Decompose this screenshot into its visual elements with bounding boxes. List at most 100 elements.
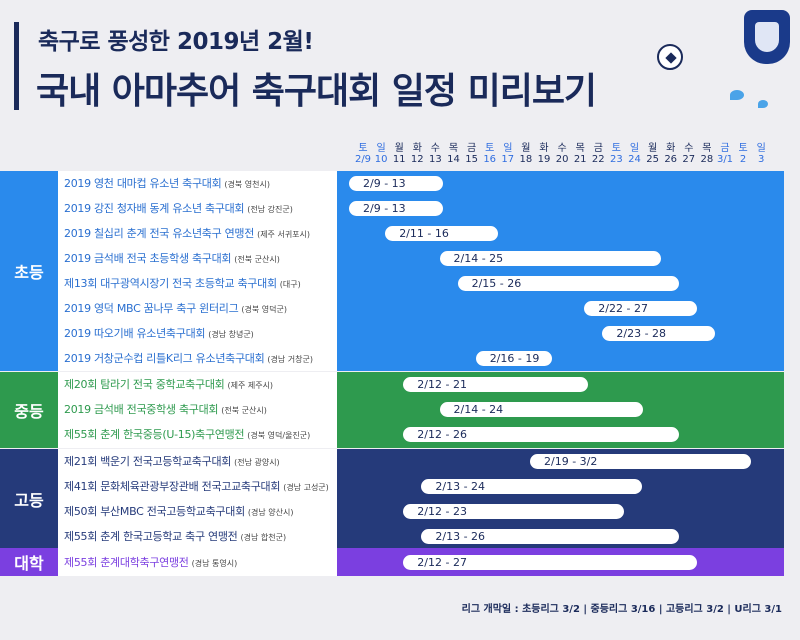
group-band: 고등 제21회 백운기 전국고등학교축구대회 (전남 광양시) 제41회 문화체육관광… [0,449,784,548]
event-date-bar: 2/13 - 26 [421,529,679,544]
event-name: 2019 금석배 전국 초등학생 축구대회 [64,252,232,265]
event-location: (제주 서귀포시) [257,230,311,239]
event-location: (전남 강진군) [247,205,293,214]
group-band: 중등 제20회 탐라기 전국 중학교축구대회 (제주 제주시) 2019 금석배 전국… [0,372,784,448]
event-name: 제55회 춘계 한국고등학교 축구 연맹전 [64,530,238,543]
page-subtitle: 축구로 풍성한 2019년 2월! [38,29,314,55]
event-row: 제55회 춘계 한국중등(U-15)축구연맹전 (경북 영덕/울진군) [58,422,337,447]
event-location: (경남 고성군) [283,483,329,492]
page-title: 국내 아마추어 축구대회 일정 미리보기 [36,71,597,112]
date-label: 26 [664,154,678,165]
event-location: (전남 광양시) [234,458,280,467]
date-label: 3/1 [716,154,734,165]
date-label: 27 [682,154,696,165]
event-date-bar: 2/19 - 3/2 [530,454,752,469]
event-row: 제21회 백운기 전국고등학교축구대회 (전남 광양시) [58,449,337,474]
event-row: 2019 영천 대마컵 유소년 축구대회 (경북 영천시) [58,171,337,196]
event-name: 2019 거창군수컵 리틀K리그 유소년축구대회 [64,352,265,365]
event-name: 제21회 백운기 전국고등학교축구대회 [64,455,232,468]
event-name: 2019 따오기배 유소년축구대회 [64,327,206,340]
day-of-week-label: 토 [485,143,495,154]
event-location: (경남 양산시) [247,508,294,517]
event-name: 제13회 대구광역시장기 전국 초등학교 축구대회 [64,277,277,290]
event-name: 제55회 춘계대학축구연맹전 [64,556,189,569]
event-location: (제주 제주시) [227,381,274,390]
event-date-bar: 2/22 - 27 [584,301,697,316]
event-date-bar: 2/12 - 21 [403,377,589,392]
event-name: 제41회 문화체육관광부장관배 전국고교축구대회 [64,480,281,493]
group-label: 초등 [14,263,44,282]
date-label: 17 [501,154,515,165]
date-label: 28 [700,154,714,165]
event-location: (대구) [279,280,301,289]
day-of-week-label: 목 [448,143,459,154]
event-date-bar: 2/14 - 25 [439,251,661,266]
event-row: 2019 따오기배 유소년축구대회 (경남 창녕군) [58,321,337,346]
event-date-bar: 2/12 - 27 [403,555,697,570]
date-label: 11 [392,154,406,165]
date-label: 2 [739,154,747,165]
event-location: (경남 합천군) [240,533,287,542]
event-name-column: 제55회 춘계대학축구연맹전 (경남 통영시) [58,548,337,576]
event-location: (경남 통영시) [191,559,238,568]
date-label: 2/9 [354,154,372,165]
date-label: 13 [429,154,442,165]
date-label: 10 [374,154,388,165]
event-row: 제41회 문화체육관광부장관배 전국고교축구대회 (경남 고성군) [58,474,337,499]
event-date-bar: 2/16 - 19 [475,351,552,366]
event-row: 2019 칠십리 춘계 전국 유소년축구 연맹전 (제주 서귀포시) [58,221,337,246]
group-label: 고등 [14,490,44,510]
event-name: 2019 영천 대마컵 유소년 축구대회 [64,177,222,190]
day-of-week-label: 금 [720,143,730,154]
day-of-week-label: 수 [557,143,567,154]
event-row: 2019 영덕 MBC 꿈나무 축구 윈터리그 (경북 영덕군) [58,296,337,321]
event-date-bar: 2/12 - 26 [403,427,679,442]
date-label: 15 [465,154,478,165]
group-band: 초등 2019 영천 대마컵 유소년 축구대회 (경북 영천시) 2019 강진 청자… [0,171,784,371]
event-row: 제13회 대구광역시장기 전국 초등학교 축구대회 (대구) [58,271,337,296]
day-of-week-label: 목 [702,143,712,154]
event-date-bar: 2/9 - 13 [349,201,444,216]
kfa-emblem-icon [744,10,790,64]
day-of-week-label: 월 [394,143,404,154]
event-row: 제20회 탐라기 전국 중학교축구대회 (제주 제주시) [58,372,337,397]
event-date-bar: 2/23 - 28 [602,326,715,341]
date-label: 24 [628,154,641,165]
group-label: 중등 [14,402,44,421]
day-of-week-label: 토 [738,143,748,154]
day-of-week-label: 토 [611,143,621,154]
event-date-bar: 2/14 - 24 [439,402,643,417]
day-of-week-label: 수 [430,143,440,154]
event-location: (전북 군산시) [221,406,267,415]
event-location: (경남 창녕군) [208,330,254,339]
date-label: 12 [410,154,424,165]
event-row: 2019 금석배 전국 초등학생 축구대회 (전북 군산시) [58,246,337,271]
event-row: 제55회 춘계대학축구연맹전 (경남 통영시) [58,550,337,575]
date-label: 3 [758,154,765,165]
event-name-column: 2019 영천 대마컵 유소년 축구대회 (경북 영천시) 2019 강진 청자배 … [58,171,337,371]
date-label: 18 [519,154,533,165]
day-of-week-label: 화 [666,143,676,154]
event-row: 제55회 춘계 한국고등학교 축구 연맹전 (경남 합천군) [58,524,337,549]
day-of-week-label: 수 [684,143,694,154]
day-of-week-label: 일 [756,143,766,154]
event-name: 2019 강진 청자배 동계 유소년 축구대회 [64,202,245,215]
event-name: 제20회 탐라기 전국 중학교축구대회 [64,378,225,391]
event-date-bar: 2/15 - 26 [457,276,679,291]
event-location: (경북 영덕군) [241,305,288,314]
day-of-week-label: 화 [412,143,422,154]
title-accent-bar [14,22,19,110]
day-of-week-label: 일 [503,143,513,154]
day-of-week-label: 금 [593,143,603,154]
event-row: 2019 거창군수컵 리틀K리그 유소년축구대회 (경남 거창군) [58,346,337,371]
soccer-ball-icon [657,44,683,70]
event-location: (경북 영덕/울진군) [247,431,311,440]
day-of-week-label: 화 [539,143,549,154]
event-location: (경북 영천시) [224,180,271,189]
bird-icon [758,100,768,108]
event-date-bar: 2/9 - 13 [349,176,444,191]
event-name: 제55회 춘계 한국중등(U-15)축구연맹전 [64,428,245,441]
day-of-week-label: 월 [521,143,531,154]
day-of-week-label: 일 [629,143,640,154]
event-name: 제50회 부산MBC 전국고등학교축구대회 [64,505,245,518]
